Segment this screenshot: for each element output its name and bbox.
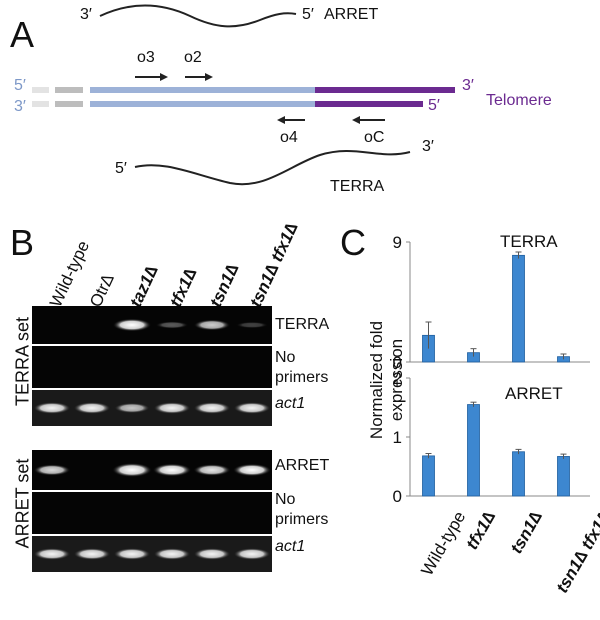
terra-3-end: 3′ — [422, 138, 434, 155]
terra-5-end: 5′ — [115, 160, 127, 177]
top-strand-3-end: 3′ — [462, 77, 474, 94]
y-tick-label: 0 — [393, 353, 402, 372]
bar — [422, 455, 435, 497]
arret-5-end: 5′ — [302, 6, 314, 23]
top-strand-5-end: 5′ — [14, 77, 26, 94]
panel-a-diagram — [32, 4, 455, 186]
primer-oC-arrow — [352, 116, 385, 124]
primer-o2-label: o2 — [184, 49, 202, 66]
lane-label: tfx1∆ — [166, 265, 201, 311]
act1-band-arret — [153, 548, 191, 560]
terra-band — [193, 319, 231, 331]
bar — [512, 254, 525, 363]
top-strand-purple — [315, 87, 455, 93]
bottom-strand-light — [90, 101, 315, 107]
arret-set-label: ARRET set — [12, 458, 33, 549]
row-label-terra-act1: act1 — [275, 395, 306, 412]
bar — [512, 451, 525, 497]
lane-label: Otr∆ — [86, 271, 118, 311]
arret-band — [193, 464, 231, 476]
row-label-arret-noprimers: No primers — [275, 491, 329, 528]
y-tick-label: 1 — [393, 428, 402, 447]
x-category-label: Wild-type — [417, 508, 470, 579]
chart-arret-title: ARRET — [505, 384, 563, 403]
act1-band-arret — [73, 548, 111, 560]
lane-label: tsn1∆ — [206, 260, 243, 311]
row-label-terra: TERRA — [275, 316, 330, 333]
gray-block-bottom-2 — [55, 101, 83, 107]
panel-a-letter: A — [10, 14, 35, 55]
act1-band-terra — [33, 402, 71, 414]
gel-arret-act1 — [32, 536, 272, 572]
arret-strand — [99, 4, 297, 28]
y-tick-label: 2 — [393, 369, 402, 388]
x-category-label: tsn1∆ tfx1∆ — [552, 508, 600, 597]
act1-band-arret — [193, 548, 231, 560]
arret-band — [152, 463, 192, 477]
arret-label: ARRET — [324, 6, 379, 23]
act1-band-terra — [113, 402, 151, 414]
arret-band — [232, 463, 272, 477]
act1-band-terra — [153, 402, 191, 414]
primer-oC-label: oC — [364, 129, 385, 146]
top-strand-light — [90, 87, 315, 93]
terra-band — [155, 321, 189, 329]
terra-band — [112, 318, 152, 332]
gray-block-top-2 — [55, 87, 83, 93]
arret-3-end: 3′ — [80, 6, 92, 23]
lane-label: tsn1∆ tfx1∆ — [246, 219, 302, 311]
primer-o3-label: o3 — [137, 49, 155, 66]
x-category-label: tfx1∆ — [462, 508, 499, 553]
primer-o2-arrow — [185, 73, 213, 81]
terra-band — [235, 321, 269, 329]
act1-band-terra — [73, 402, 111, 414]
gel-terra-act1 — [32, 390, 272, 426]
bar — [557, 456, 570, 497]
row-label-arret-act1: act1 — [275, 538, 306, 555]
gray-block-top-1 — [32, 87, 49, 93]
telomere-label: Telomere — [486, 92, 552, 109]
bottom-strand-3-end: 3′ — [14, 98, 26, 115]
bar-charts: 0 9 0 1 2 — [393, 233, 590, 505]
primer-o4-arrow — [277, 116, 305, 124]
lane-label: taz1∆ — [126, 262, 162, 311]
act1-band-arret — [233, 548, 271, 560]
gel-panels — [32, 306, 272, 572]
y-tick-label: 0 — [393, 487, 402, 505]
primer-o3-arrow — [135, 73, 168, 81]
act1-band-arret — [113, 548, 151, 560]
gel-terra — [32, 306, 272, 344]
act1-band-arret — [33, 548, 71, 560]
bar — [467, 404, 480, 497]
gel-arret-noprimers — [32, 492, 272, 534]
terra-label: TERRA — [330, 178, 385, 195]
primer-o4-label: o4 — [280, 129, 298, 146]
row-label-terra-noprimers: No primers — [275, 349, 329, 386]
gel-terra-noprimers — [32, 346, 272, 388]
panel-b-letter: B — [10, 222, 35, 263]
bottom-strand-5-end: 5′ — [428, 97, 440, 114]
arret-band — [112, 463, 152, 477]
bottom-strand-purple — [315, 101, 423, 107]
terra-set-label: TERRA set — [12, 316, 33, 407]
terra-strand — [134, 150, 411, 186]
act1-band-terra — [233, 402, 271, 414]
chart-terra-title: TERRA — [500, 232, 558, 251]
panel-c-letter: C — [340, 222, 366, 263]
y-tick-label: 9 — [393, 233, 402, 252]
gray-block-bottom-1 — [32, 101, 49, 107]
row-label-arret: ARRET — [275, 457, 330, 474]
x-category-label: tsn1∆ — [507, 508, 547, 557]
arret-band — [33, 464, 71, 476]
act1-band-terra — [193, 402, 231, 414]
